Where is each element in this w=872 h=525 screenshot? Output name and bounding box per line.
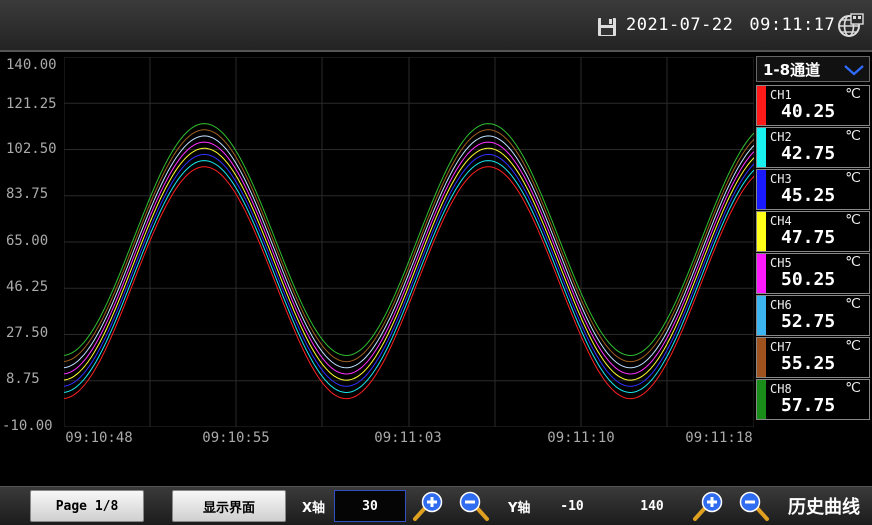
x-zoom-out-icon[interactable]: [456, 491, 490, 521]
y-max-input[interactable]: 140: [640, 498, 664, 514]
time-label: 09:11:17: [749, 15, 836, 35]
channel-card-ch4[interactable]: CH4 ℃ 47.75: [756, 211, 870, 252]
x-zoom-in-icon[interactable]: [412, 491, 446, 521]
series-line-ch1: [64, 166, 754, 400]
y-tick-label: 102.50: [6, 141, 57, 157]
channel-value: 45.25: [781, 185, 836, 206]
channel-name: CH6: [770, 298, 792, 312]
y-tick-label: 27.50: [6, 325, 49, 341]
channel-color-swatch: [757, 86, 766, 125]
x-span-input[interactable]: 30: [334, 490, 406, 522]
chevron-down-icon: [844, 65, 864, 76]
channel-card-ch3[interactable]: CH3 ℃ 45.25: [756, 169, 870, 210]
y-tick-label: 83.75: [6, 186, 49, 202]
channel-value: 40.25: [781, 101, 836, 122]
channel-value: 42.75: [781, 143, 836, 164]
channel-color-swatch: [757, 212, 766, 251]
channel-name: CH3: [770, 172, 792, 186]
series-line-ch7: [64, 129, 754, 363]
channel-value: 50.25: [781, 269, 836, 290]
page-button[interactable]: Page 1/8: [30, 490, 144, 522]
channel-color-swatch: [757, 128, 766, 167]
channel-card-ch7[interactable]: CH7 ℃ 55.25: [756, 337, 870, 378]
series-line-ch2: [64, 160, 754, 394]
y-tick-label: 140.00: [6, 57, 57, 73]
channel-color-swatch: [757, 170, 766, 209]
y-tick-label: 65.00: [6, 233, 49, 249]
bottom-toolbar: Page 1/8 显示界面 X轴 30 Y轴 -10 140 历史曲线: [0, 486, 872, 525]
series-line-ch5: [64, 141, 754, 375]
series-line-ch8: [64, 123, 754, 357]
x-tick-label: 09:11:18: [685, 430, 753, 446]
channel-name: CH1: [770, 88, 792, 102]
y-min-input[interactable]: -10: [560, 498, 584, 514]
channel-value: 52.75: [781, 311, 836, 332]
channel-card-ch2[interactable]: CH2 ℃ 42.75: [756, 127, 870, 168]
channel-color-swatch: [757, 254, 766, 293]
channel-group-select[interactable]: 1-8通道: [756, 56, 870, 82]
channel-value: 57.75: [781, 395, 836, 416]
series-line-ch4: [64, 147, 754, 381]
globe-network-icon[interactable]: [836, 12, 864, 40]
channel-unit: ℃: [845, 338, 861, 354]
x-tick-label: 09:10:55: [202, 430, 270, 446]
y-tick-label: -10.00: [2, 418, 53, 434]
series-line-ch6: [64, 135, 754, 369]
header-divider: [0, 50, 872, 52]
channel-unit: ℃: [845, 380, 861, 396]
y-axis-label: Y轴: [508, 501, 531, 516]
channel-color-swatch: [757, 380, 766, 419]
header-bar: 2021-07-22 09:11:17: [0, 0, 872, 52]
channel-unit: ℃: [845, 170, 861, 186]
channel-unit: ℃: [845, 212, 861, 228]
channel-unit: ℃: [845, 86, 861, 102]
channel-card-ch5[interactable]: CH5 ℃ 50.25: [756, 253, 870, 294]
channel-name: CH7: [770, 340, 792, 354]
datetime: 2021-07-22 09:11:17: [626, 15, 851, 35]
channel-card-ch6[interactable]: CH6 ℃ 52.75: [756, 295, 870, 336]
channel-name: CH8: [770, 382, 792, 396]
x-axis-label: X轴: [302, 501, 326, 516]
channel-name: CH2: [770, 130, 792, 144]
date-label: 2021-07-22: [626, 15, 734, 35]
channel-name: CH4: [770, 214, 792, 228]
channel-color-swatch: [757, 296, 766, 335]
channel-card-ch8[interactable]: CH8 ℃ 57.75: [756, 379, 870, 420]
display-screen-button[interactable]: 显示界面: [172, 490, 286, 522]
channel-name: CH5: [770, 256, 792, 270]
channel-unit: ℃: [845, 296, 861, 312]
y-zoom-in-icon[interactable]: [692, 491, 726, 521]
y-tick-label: 8.75: [6, 371, 40, 387]
y-zoom-out-icon[interactable]: [736, 491, 770, 521]
save-icon[interactable]: [597, 17, 617, 37]
y-tick-label: 46.25: [6, 279, 49, 295]
channel-card-ch1[interactable]: CH1 ℃ 40.25: [756, 85, 870, 126]
history-curve-button[interactable]: 历史曲线: [788, 497, 860, 518]
y-tick-label: 121.25: [6, 96, 57, 112]
series-line-ch3: [64, 153, 754, 387]
channel-group-label: 1-8通道: [763, 61, 821, 79]
x-tick-label: 09:11:10: [547, 430, 615, 446]
x-tick-label: 09:10:48: [65, 430, 133, 446]
trend-chart[interactable]: [64, 57, 754, 427]
channel-unit: ℃: [845, 254, 861, 270]
channel-value: 55.25: [781, 353, 836, 374]
x-tick-label: 09:11:03: [374, 430, 442, 446]
channel-value: 47.75: [781, 227, 836, 248]
channel-color-swatch: [757, 338, 766, 377]
channel-unit: ℃: [845, 128, 861, 144]
